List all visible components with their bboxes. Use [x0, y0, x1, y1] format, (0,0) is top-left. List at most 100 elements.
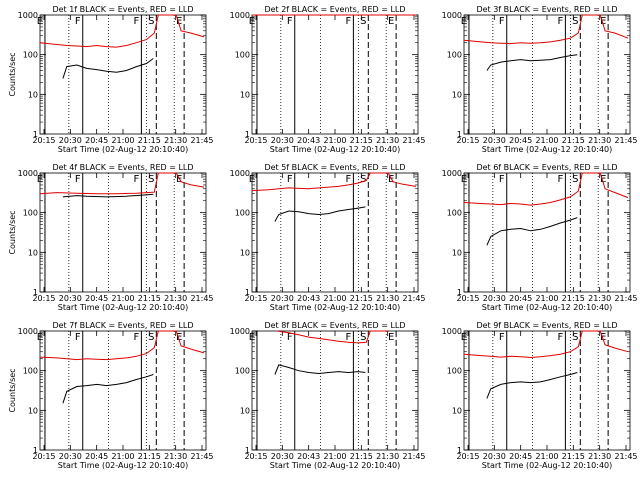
x-axis-label: Start Time (02-Aug-12 20:10:40)	[270, 303, 401, 312]
panel-title: Det 9f BLACK = Events, RED = LLD	[476, 321, 617, 330]
events-series-line	[486, 372, 578, 399]
x-tick-label: 21:00	[535, 294, 558, 303]
events-series-line	[62, 374, 154, 404]
y-tick-label: 1000	[442, 11, 462, 20]
panel-title: Det 7f BLACK = Events, RED = LLD	[52, 321, 193, 330]
panel-det-2: Det 2f BLACK = Events, RED = LLD 1 10 100 10…	[230, 5, 426, 154]
events-series-line	[486, 54, 578, 71]
x-tick-label: 20:15	[32, 452, 55, 461]
marker-label: F	[75, 174, 81, 185]
marker-label: E	[37, 332, 43, 343]
y-tick-label: 1000	[442, 327, 462, 336]
panel-title: Det 4f BLACK = Events, RED = LLD	[52, 163, 193, 172]
y-tick-label: 10	[240, 406, 250, 415]
marker-label: S	[148, 332, 154, 343]
x-tick-label: 21:45	[614, 294, 637, 303]
x-tick-label: 21:30	[376, 136, 399, 145]
x-tick-label: 21:00	[323, 136, 346, 145]
lld-series-line	[463, 330, 629, 359]
x-tick-label: 20:43	[297, 136, 320, 145]
x-tick-label: 20:15	[456, 294, 479, 303]
y-tick-label: 10	[452, 90, 462, 99]
marker-label: S	[572, 332, 578, 343]
x-tick-label: 21:45	[190, 294, 213, 303]
marker-label: S	[360, 332, 366, 343]
x-tick-label: 21:15	[562, 294, 585, 303]
marker-label: E	[249, 174, 255, 185]
x-tick-label: 20:30	[59, 452, 82, 461]
marker-label: S	[572, 174, 578, 185]
lld-series-line	[39, 14, 205, 48]
x-axis-label: Start Time (02-Aug-12 20:10:40)	[482, 461, 613, 470]
x-tick-label: 21:30	[164, 452, 187, 461]
panel-det-9: Det 9f BLACK = Events, RED = LLD 1 10 100 10…	[442, 321, 638, 470]
y-tick-label: 1	[33, 288, 38, 297]
x-tick-label: 21:45	[402, 136, 425, 145]
x-tick-label: 21:15	[350, 136, 373, 145]
marker-label: S	[148, 16, 154, 27]
y-tick-label: 1	[457, 130, 462, 139]
y-tick-label: 1000	[18, 327, 38, 336]
x-tick-label: 21:00	[323, 452, 346, 461]
events-series-line	[486, 217, 578, 246]
x-axis-label: Start Time (02-Aug-12 20:10:40)	[58, 145, 189, 154]
marker-label: F	[346, 332, 352, 343]
marker-label: E	[388, 16, 394, 27]
x-tick-label: 21:30	[588, 452, 611, 461]
x-tick-label: 20:15	[244, 136, 267, 145]
x-tick-label: 20:15	[244, 294, 267, 303]
lld-series-line	[463, 14, 629, 45]
y-tick-label: 10	[452, 406, 462, 415]
panel-det-1: Det 1f BLACK = Events, RED = LLD 1 10 100 10…	[8, 5, 214, 154]
marker-label: F	[558, 16, 564, 27]
y-tick-label: 100	[447, 209, 462, 218]
x-tick-label: 20:45	[509, 452, 532, 461]
marker-label: F	[75, 332, 81, 343]
panel-title: Det 6f BLACK = Events, RED = LLD	[476, 163, 617, 172]
x-tick-label: 20:30	[271, 136, 294, 145]
marker-label: E	[600, 174, 606, 185]
x-tick-label: 21:15	[138, 136, 161, 145]
plot-frame	[39, 330, 207, 451]
y-tick-label: 1	[457, 288, 462, 297]
x-tick-label: 21:00	[111, 452, 134, 461]
plot-frame	[463, 330, 631, 451]
panel-det-7: Det 7f BLACK = Events, RED = LLD 1 10 100 10…	[8, 321, 214, 470]
panel-det-6: Det 6f BLACK = Events, RED = LLD 1 10 100 10…	[442, 163, 638, 312]
marker-label: E	[37, 16, 43, 27]
marker-label: F	[287, 332, 293, 343]
marker-label: E	[600, 332, 606, 343]
marker-label: E	[176, 16, 182, 27]
x-tick-label: 21:00	[323, 294, 346, 303]
y-tick-label: 100	[23, 367, 38, 376]
x-axis-label: Start Time (02-Aug-12 20:10:40)	[270, 145, 401, 154]
x-tick-label: 20:15	[244, 452, 267, 461]
x-tick-label: 21:00	[111, 136, 134, 145]
y-tick-label: 1000	[230, 169, 250, 178]
panel-title: Det 2f BLACK = Events, RED = LLD	[264, 5, 405, 14]
marker-label: E	[461, 332, 467, 343]
x-tick-label: 20:30	[59, 136, 82, 145]
marker-label: E	[37, 174, 43, 185]
marker-label: F	[287, 16, 293, 27]
y-tick-label: 100	[23, 51, 38, 60]
lld-series-line	[276, 330, 389, 344]
panel-title: Det 5f BLACK = Events, RED = LLD	[264, 163, 405, 172]
marker-label: S	[572, 16, 578, 27]
y-tick-label: 10	[28, 406, 38, 415]
marker-label: F	[499, 16, 505, 27]
plot-frame	[463, 172, 631, 293]
marker-label: F	[346, 174, 352, 185]
x-tick-label: 20:30	[59, 294, 82, 303]
x-tick-label: 21:30	[588, 294, 611, 303]
x-tick-label: 21:30	[164, 294, 187, 303]
y-tick-label: 10	[240, 248, 250, 257]
y-tick-label: 1000	[442, 169, 462, 178]
x-tick-label: 20:15	[456, 136, 479, 145]
lld-series-line	[463, 172, 629, 206]
x-tick-label: 21:45	[614, 452, 637, 461]
marker-label: E	[249, 332, 255, 343]
x-tick-label: 21:00	[111, 294, 134, 303]
x-axis-label: Start Time (02-Aug-12 20:10:40)	[270, 461, 401, 470]
